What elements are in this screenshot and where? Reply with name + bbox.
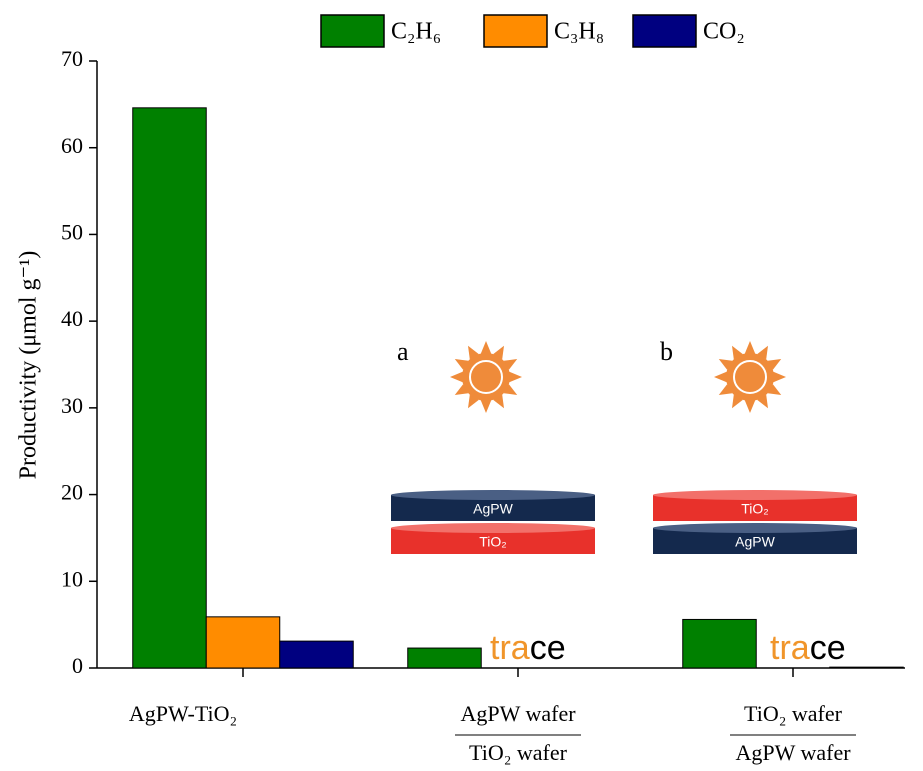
y-tick-label: 20 [61,480,83,505]
bar [829,666,904,669]
trace-part: ce [810,629,846,667]
trace-part: ce [530,629,566,667]
trace-part: tra [490,629,530,667]
x-tick-label: TiO₂ wafer [744,701,843,726]
sun-ray [718,384,733,395]
legend-label: C₃H₈ [554,19,604,45]
sun-ray [450,371,463,383]
y-tick-label: 60 [61,133,83,158]
y-tick-label: 0 [72,653,83,678]
sun-ray [767,384,782,395]
sun-ray [757,345,768,360]
disc-top [653,523,857,533]
bar [682,618,757,669]
sun-ray [454,384,469,395]
sun-ray [468,345,479,360]
legend-swatch [483,14,548,48]
trace-label: trace [770,629,846,667]
x-tick-label: AgPW wafer [735,740,851,765]
legend-label: CO₂ [703,19,745,45]
disc-label: TiO₂ [741,501,768,517]
x-tick-label: TiO₂ wafer [469,740,568,765]
legend-label: C₂H₆ [391,19,441,45]
y-tick-label: 10 [61,566,83,591]
sun-core [469,360,503,394]
sun-ray [454,359,469,370]
sun-ray [732,345,743,360]
bar [132,107,207,669]
sun-ray [714,371,727,383]
sun-ray [718,359,733,370]
disc-label: AgPW [473,501,513,517]
sun-ray [767,359,782,370]
bar [205,616,281,669]
disc-top [653,490,857,500]
y-tick-label: 70 [61,46,83,71]
sun-core [733,360,767,394]
sun-ray [503,359,518,370]
sun-ray [503,384,518,395]
sun-ray [744,341,756,354]
x-tick-label: AgPW wafer [460,701,576,726]
sun-ray [480,341,492,354]
legend-swatch [632,14,697,48]
y-tick-label: 30 [61,393,83,418]
disc-top [391,490,595,500]
bar [279,640,354,669]
y-axis-label: Productivity (μmol g⁻¹) [16,251,42,480]
inset-label: b [660,337,673,366]
sun-ray [509,371,522,383]
y-tick-label: 50 [61,219,83,244]
trace-label: trace [490,629,566,667]
sun-ray [757,394,768,409]
sun-ray [732,394,743,409]
disc-label: TiO₂ [479,534,506,550]
y-tick-label: 40 [61,306,83,331]
trace-part: tra [770,629,810,667]
sun-ray [744,400,756,413]
inset: b TiO₂ AgPW [653,337,857,554]
x-tick-label: AgPW-TiO₂ [129,701,237,726]
disc-top [391,523,595,533]
bar [407,647,482,669]
sun-ray [493,345,504,360]
inset-label: a [397,337,409,366]
inset: a AgPW TiO₂ [391,337,595,554]
legend-swatch [320,14,385,48]
sun-ray [480,400,492,413]
sun-ray [468,394,479,409]
disc-label: AgPW [735,534,775,550]
sun-ray [773,371,786,383]
sun-ray [493,394,504,409]
